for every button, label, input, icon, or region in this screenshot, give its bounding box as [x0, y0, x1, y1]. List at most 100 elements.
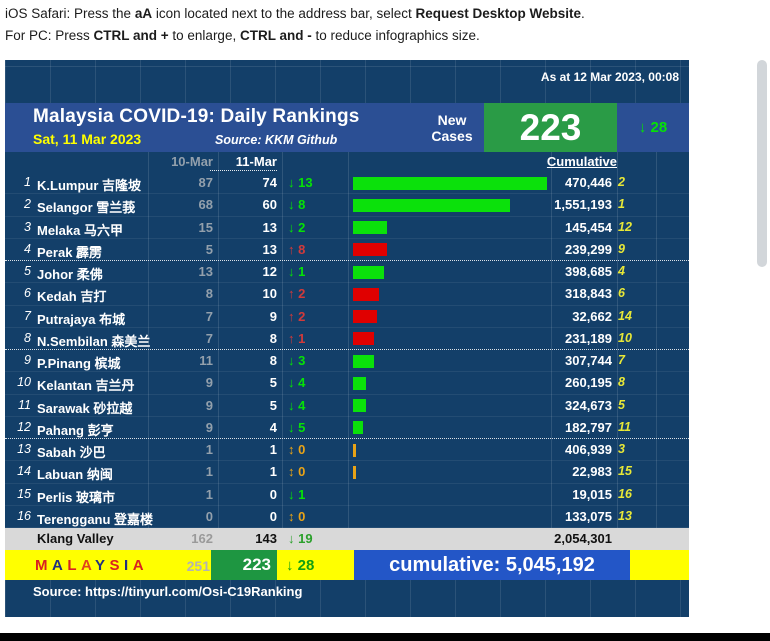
down-arrow-icon: ↓: [288, 353, 295, 368]
browser-scrollbar-thumb[interactable]: [757, 60, 767, 267]
bottom-black-bar: [0, 633, 770, 641]
table-row: 13 Sabah 沙巴 1 1 ↕ 0 406,939 3: [5, 439, 689, 462]
prev-day-value: 9: [205, 419, 213, 435]
up-arrow-icon: ↑: [288, 241, 295, 257]
row-rank: 12: [17, 419, 31, 434]
new-cases-change-value: 28: [650, 119, 668, 136]
state-name: Kelantan 吉兰丹: [37, 378, 135, 394]
change-indicator: ↓ 3: [288, 353, 306, 368]
prev-day-value: 15: [198, 219, 213, 235]
gridline: [218, 152, 219, 528]
change-indicator: ↓ 4: [288, 375, 306, 391]
cumulative-value: 398,685: [565, 264, 612, 279]
cumulative-value: 231,189: [565, 330, 612, 346]
cases-bar: [353, 198, 510, 212]
state-name: Selangor 雪兰莪: [37, 200, 136, 216]
cases-bar: [353, 265, 384, 279]
cumulative-rank: 5: [618, 397, 625, 412]
row-rank: 14: [17, 464, 31, 479]
change-indicator: ↓ 2: [288, 219, 306, 235]
prev-day-value: 8: [205, 286, 213, 302]
cumulative-value: 318,843: [565, 286, 612, 302]
change-indicator: ↕ 0: [288, 508, 306, 524]
footer-source-link[interactable]: Source: https://tinyurl.com/Osi-C19Ranki…: [33, 584, 303, 599]
curr-day-value: 1: [269, 464, 277, 480]
state-name: Perlis 玻璃市: [37, 489, 116, 505]
klang-valley-change: ↓ 19: [288, 531, 313, 546]
curr-day-value: 8: [269, 330, 277, 346]
cumulative-rank: 6: [618, 286, 625, 301]
change-indicator: ↕ 0: [288, 464, 306, 480]
change-indicator: ↓ 1: [288, 486, 306, 502]
down-arrow-icon: ↓: [288, 486, 295, 502]
klang-valley-prev: 162: [191, 531, 213, 546]
change-indicator: ↕ 0: [288, 442, 306, 457]
gridline: [656, 152, 657, 528]
table-row: 10 Kelantan 吉兰丹 9 5 ↓ 4 260,195 8: [5, 372, 689, 395]
row-rank: 9: [24, 353, 31, 367]
gridline: [617, 152, 618, 528]
rankings-sheet: As at 12 Mar 2023, 00:08 Malaysia COVID-…: [5, 60, 689, 617]
prev-day-value: 87: [198, 175, 213, 190]
state-name: Labuan 纳闽: [37, 467, 113, 483]
klang-valley-row: Klang Valley 162 143 ↓ 19 2,054,301: [5, 528, 689, 550]
cumulative-rank: 1: [618, 197, 625, 212]
curr-day-value: 13: [262, 241, 277, 257]
column-header-prev-day: 10-Mar: [171, 154, 213, 169]
cumulative-rank: 13: [618, 508, 632, 523]
cumulative-value: 133,075: [565, 508, 612, 524]
klang-valley-change-value: 19: [298, 531, 313, 546]
down-arrow-icon: ↓: [288, 197, 295, 213]
new-cases-change: ↓ 28: [617, 103, 689, 152]
cases-bar: [353, 176, 547, 190]
cumulative-rank: 3: [618, 442, 625, 456]
cumulative-value: 32,662: [572, 308, 612, 324]
down-arrow-icon: ↓: [288, 531, 295, 546]
state-name: N.Sembilan 森美兰: [37, 333, 151, 349]
curr-day-value: 0: [269, 486, 277, 502]
table-row: 6 Kedah 吉打 8 10 ↑ 2 318,843 6: [5, 283, 689, 306]
malaysia-total-row: MALAYSIA 251 223 ↓ 28 cumulative: 5,045,…: [5, 550, 689, 580]
down-arrow-icon: ↓: [288, 264, 295, 279]
table-row: 8 N.Sembilan 森美兰 7 8 ↑ 1 231,189 10: [5, 328, 689, 350]
malaysia-letter: S: [109, 557, 125, 574]
row-rank: 3: [24, 219, 31, 234]
down-arrow-icon: ↓: [288, 219, 295, 235]
malaysia-cumulative-banner: cumulative: 5,045,192: [354, 550, 630, 580]
cumulative-value: 406,939: [565, 442, 612, 457]
cumulative-value: 182,797: [565, 419, 612, 435]
same-arrow-icon: ↕: [288, 508, 295, 524]
malaysia-label: MALAYSIA: [35, 557, 148, 574]
malaysia-change-value: 28: [297, 557, 315, 574]
klang-valley-label: Klang Valley: [37, 531, 114, 546]
cumulative-rank: 9: [618, 241, 625, 256]
down-arrow-icon: ↓: [638, 119, 647, 136]
prev-day-value: 68: [198, 197, 213, 213]
row-rank: 8: [24, 330, 31, 345]
cases-bar: [353, 354, 374, 368]
cumulative-rank: 2: [618, 175, 625, 189]
cases-bar: [353, 399, 366, 412]
malaysia-letter: M: [35, 557, 52, 574]
down-arrow-icon: ↓: [288, 397, 295, 413]
cumulative-value: 19,015: [572, 486, 612, 502]
down-arrow-icon: ↓: [286, 557, 294, 574]
state-name: P.Pinang 槟城: [37, 356, 121, 371]
down-arrow-icon: ↓: [288, 175, 295, 190]
row-rank: 4: [24, 241, 31, 256]
table-row: 5 Johor 柔佛 13 12 ↓ 1 398,685 4: [5, 261, 689, 284]
gridline: [348, 152, 349, 528]
prev-day-value: 9: [205, 375, 213, 391]
data-source-label: Source: KKM Github: [215, 133, 338, 147]
column-header-row: 10-Mar 11-Mar Cumulative: [5, 152, 689, 172]
prev-day-value: 9: [205, 397, 213, 413]
cases-bar: [353, 443, 356, 457]
cumulative-value: 307,744: [565, 353, 612, 368]
cases-bar: [353, 465, 356, 479]
prev-day-value: 7: [205, 330, 213, 346]
down-arrow-icon: ↓: [288, 419, 295, 435]
cumulative-value: 22,983: [572, 464, 612, 480]
state-name: Kedah 吉打: [37, 289, 107, 305]
row-rank: 13: [17, 442, 31, 456]
table-row: 3 Melaka 马六甲 15 13 ↓ 2 145,454 12: [5, 217, 689, 239]
